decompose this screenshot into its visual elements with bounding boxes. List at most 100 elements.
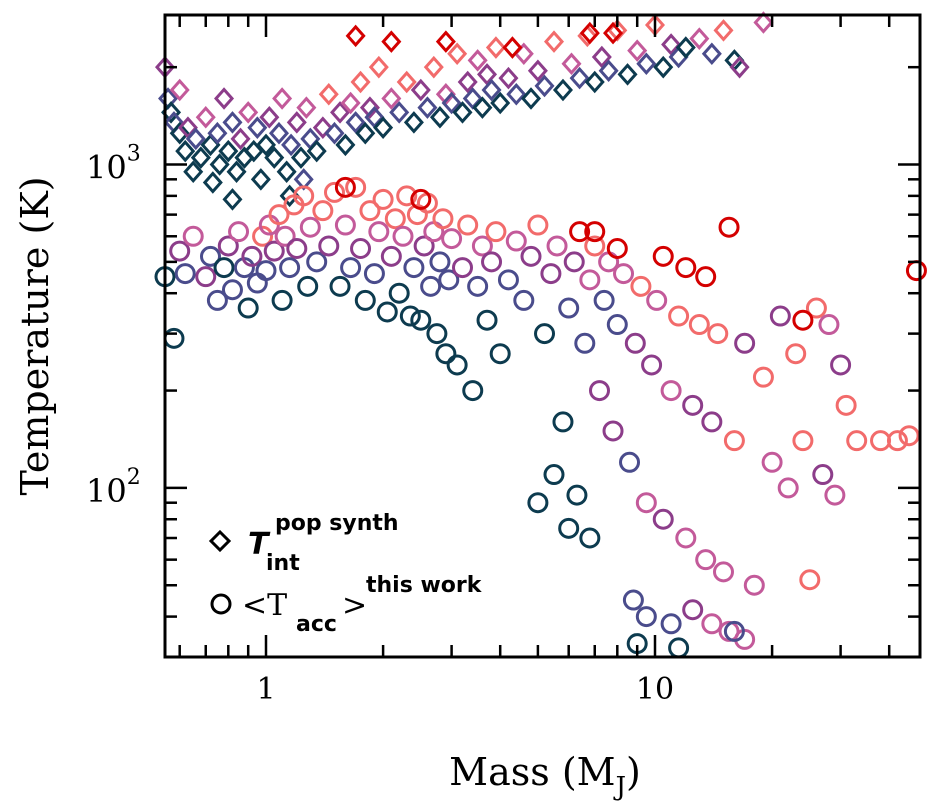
- x-axis-label: Mass (MJ): [449, 750, 641, 802]
- circle-point-132: [543, 464, 565, 486]
- circle-point-148: [652, 245, 674, 267]
- diamond-point-26: [255, 133, 277, 157]
- legend-sup-pop-synth: pop synth: [275, 511, 399, 536]
- circle-point-17: [255, 260, 277, 282]
- circle-point-26: [293, 185, 315, 207]
- diamond-point-16: [214, 87, 235, 110]
- circle-point-28: [299, 216, 321, 238]
- circle-point-3: [174, 263, 196, 285]
- circle-point-83: [563, 251, 585, 273]
- tick-labels: 1 10 102 103: [86, 142, 674, 707]
- circle-point-35: [340, 257, 362, 279]
- diamond-point-76: [534, 74, 555, 98]
- axis-ticks: [165, 15, 920, 659]
- circle-point-127: [870, 430, 892, 452]
- circle-point-106: [695, 549, 717, 571]
- diamond-point-73: [513, 42, 534, 66]
- circle-point-71: [485, 221, 507, 243]
- circle-point-94: [619, 451, 641, 473]
- circle-point-29: [306, 251, 328, 273]
- circle-point-50: [403, 257, 425, 279]
- circle-point-5: [195, 266, 217, 288]
- diamond-point-95: [701, 42, 722, 66]
- circle-point-78: [534, 323, 556, 345]
- circle-point-103: [675, 527, 697, 549]
- circle-point-151: [718, 216, 740, 238]
- circle-point-131: [527, 492, 549, 514]
- circle-point-47: [392, 225, 414, 247]
- circle-point-112: [743, 574, 765, 596]
- diamond-point-67: [477, 63, 498, 86]
- circle-point-27: [297, 275, 319, 297]
- diamond-point-6: [175, 139, 196, 163]
- circle-point-122: [818, 314, 840, 336]
- diamond-point-58: [429, 106, 450, 129]
- legend-sub-acc: acc: [296, 612, 337, 637]
- diamond-point-93: [675, 36, 696, 59]
- circle-point-129: [898, 425, 920, 447]
- diamond-point-30: [272, 87, 293, 110]
- diamond-point-37: [306, 139, 327, 163]
- circle-point-118: [792, 430, 814, 452]
- circle-point-53: [413, 235, 435, 257]
- circle-point-69: [476, 309, 498, 331]
- plot-frame: [163, 13, 922, 659]
- circle-point-99: [646, 289, 668, 311]
- circle-point-95: [624, 332, 646, 354]
- y-tick-label-1: 103: [86, 142, 141, 187]
- circle-point-52: [410, 309, 432, 331]
- diamond-point-5: [169, 78, 190, 102]
- circle-point-70: [481, 251, 503, 273]
- diamond-point-82: [584, 70, 605, 94]
- circle-point-34: [334, 214, 356, 236]
- circle-point-42: [372, 188, 394, 210]
- diamond-point-24: [247, 116, 268, 139]
- diamond-point-74: [520, 87, 542, 110]
- diamond-point-72: [506, 82, 527, 106]
- circle-point-33: [329, 275, 351, 297]
- circle-point-135: [579, 527, 601, 549]
- diamond-point-75: [527, 59, 548, 82]
- circle-point-107: [701, 411, 723, 433]
- circle-point-48: [396, 185, 418, 207]
- diamond-point-27: [259, 106, 280, 129]
- diamond-point-51: [381, 87, 402, 110]
- x-tick-label-0: 1: [256, 672, 275, 707]
- circle-point-63: [446, 354, 468, 376]
- circle-point-38: [354, 289, 376, 311]
- diamond-point-98: [345, 24, 366, 48]
- diamond-point-101: [502, 36, 523, 59]
- circle-point-125: [835, 394, 857, 416]
- diamond-point-29: [268, 121, 290, 145]
- diamond-point-42: [335, 133, 356, 157]
- circle-point-81: [552, 411, 574, 433]
- diamond-point-43: [340, 91, 361, 115]
- circle-point-136: [622, 589, 644, 611]
- diamond-point-52: [389, 101, 410, 124]
- diamond-point-19: [226, 160, 247, 183]
- circle-point-134: [566, 484, 588, 506]
- diamond-point-65: [467, 49, 488, 72]
- circle-point-76: [520, 245, 542, 267]
- circle-point-109: [712, 561, 734, 583]
- circle-point-96: [630, 275, 652, 297]
- circle-point-61: [438, 269, 460, 291]
- diamond-point-79: [561, 52, 582, 75]
- circle-point-25: [286, 237, 308, 259]
- diamond-point-103: [603, 21, 624, 45]
- circle-point-31: [318, 235, 340, 257]
- circle-point-36: [345, 176, 367, 198]
- diamond-point-38: [312, 116, 333, 139]
- diamond-point-59: [435, 82, 456, 106]
- circle-point-146: [584, 221, 606, 243]
- diamond-point-61: [447, 42, 468, 66]
- diamond-point-69: [485, 36, 506, 59]
- data-marks: [154, 11, 927, 659]
- circle-point-37: [350, 237, 372, 259]
- circle-point-41: [368, 221, 390, 243]
- diamond-point-71: [498, 66, 519, 90]
- circle-point-85: [574, 332, 596, 354]
- diamond-point-99: [381, 30, 402, 53]
- circle-point-105: [688, 314, 710, 336]
- circle-point-64: [452, 257, 474, 279]
